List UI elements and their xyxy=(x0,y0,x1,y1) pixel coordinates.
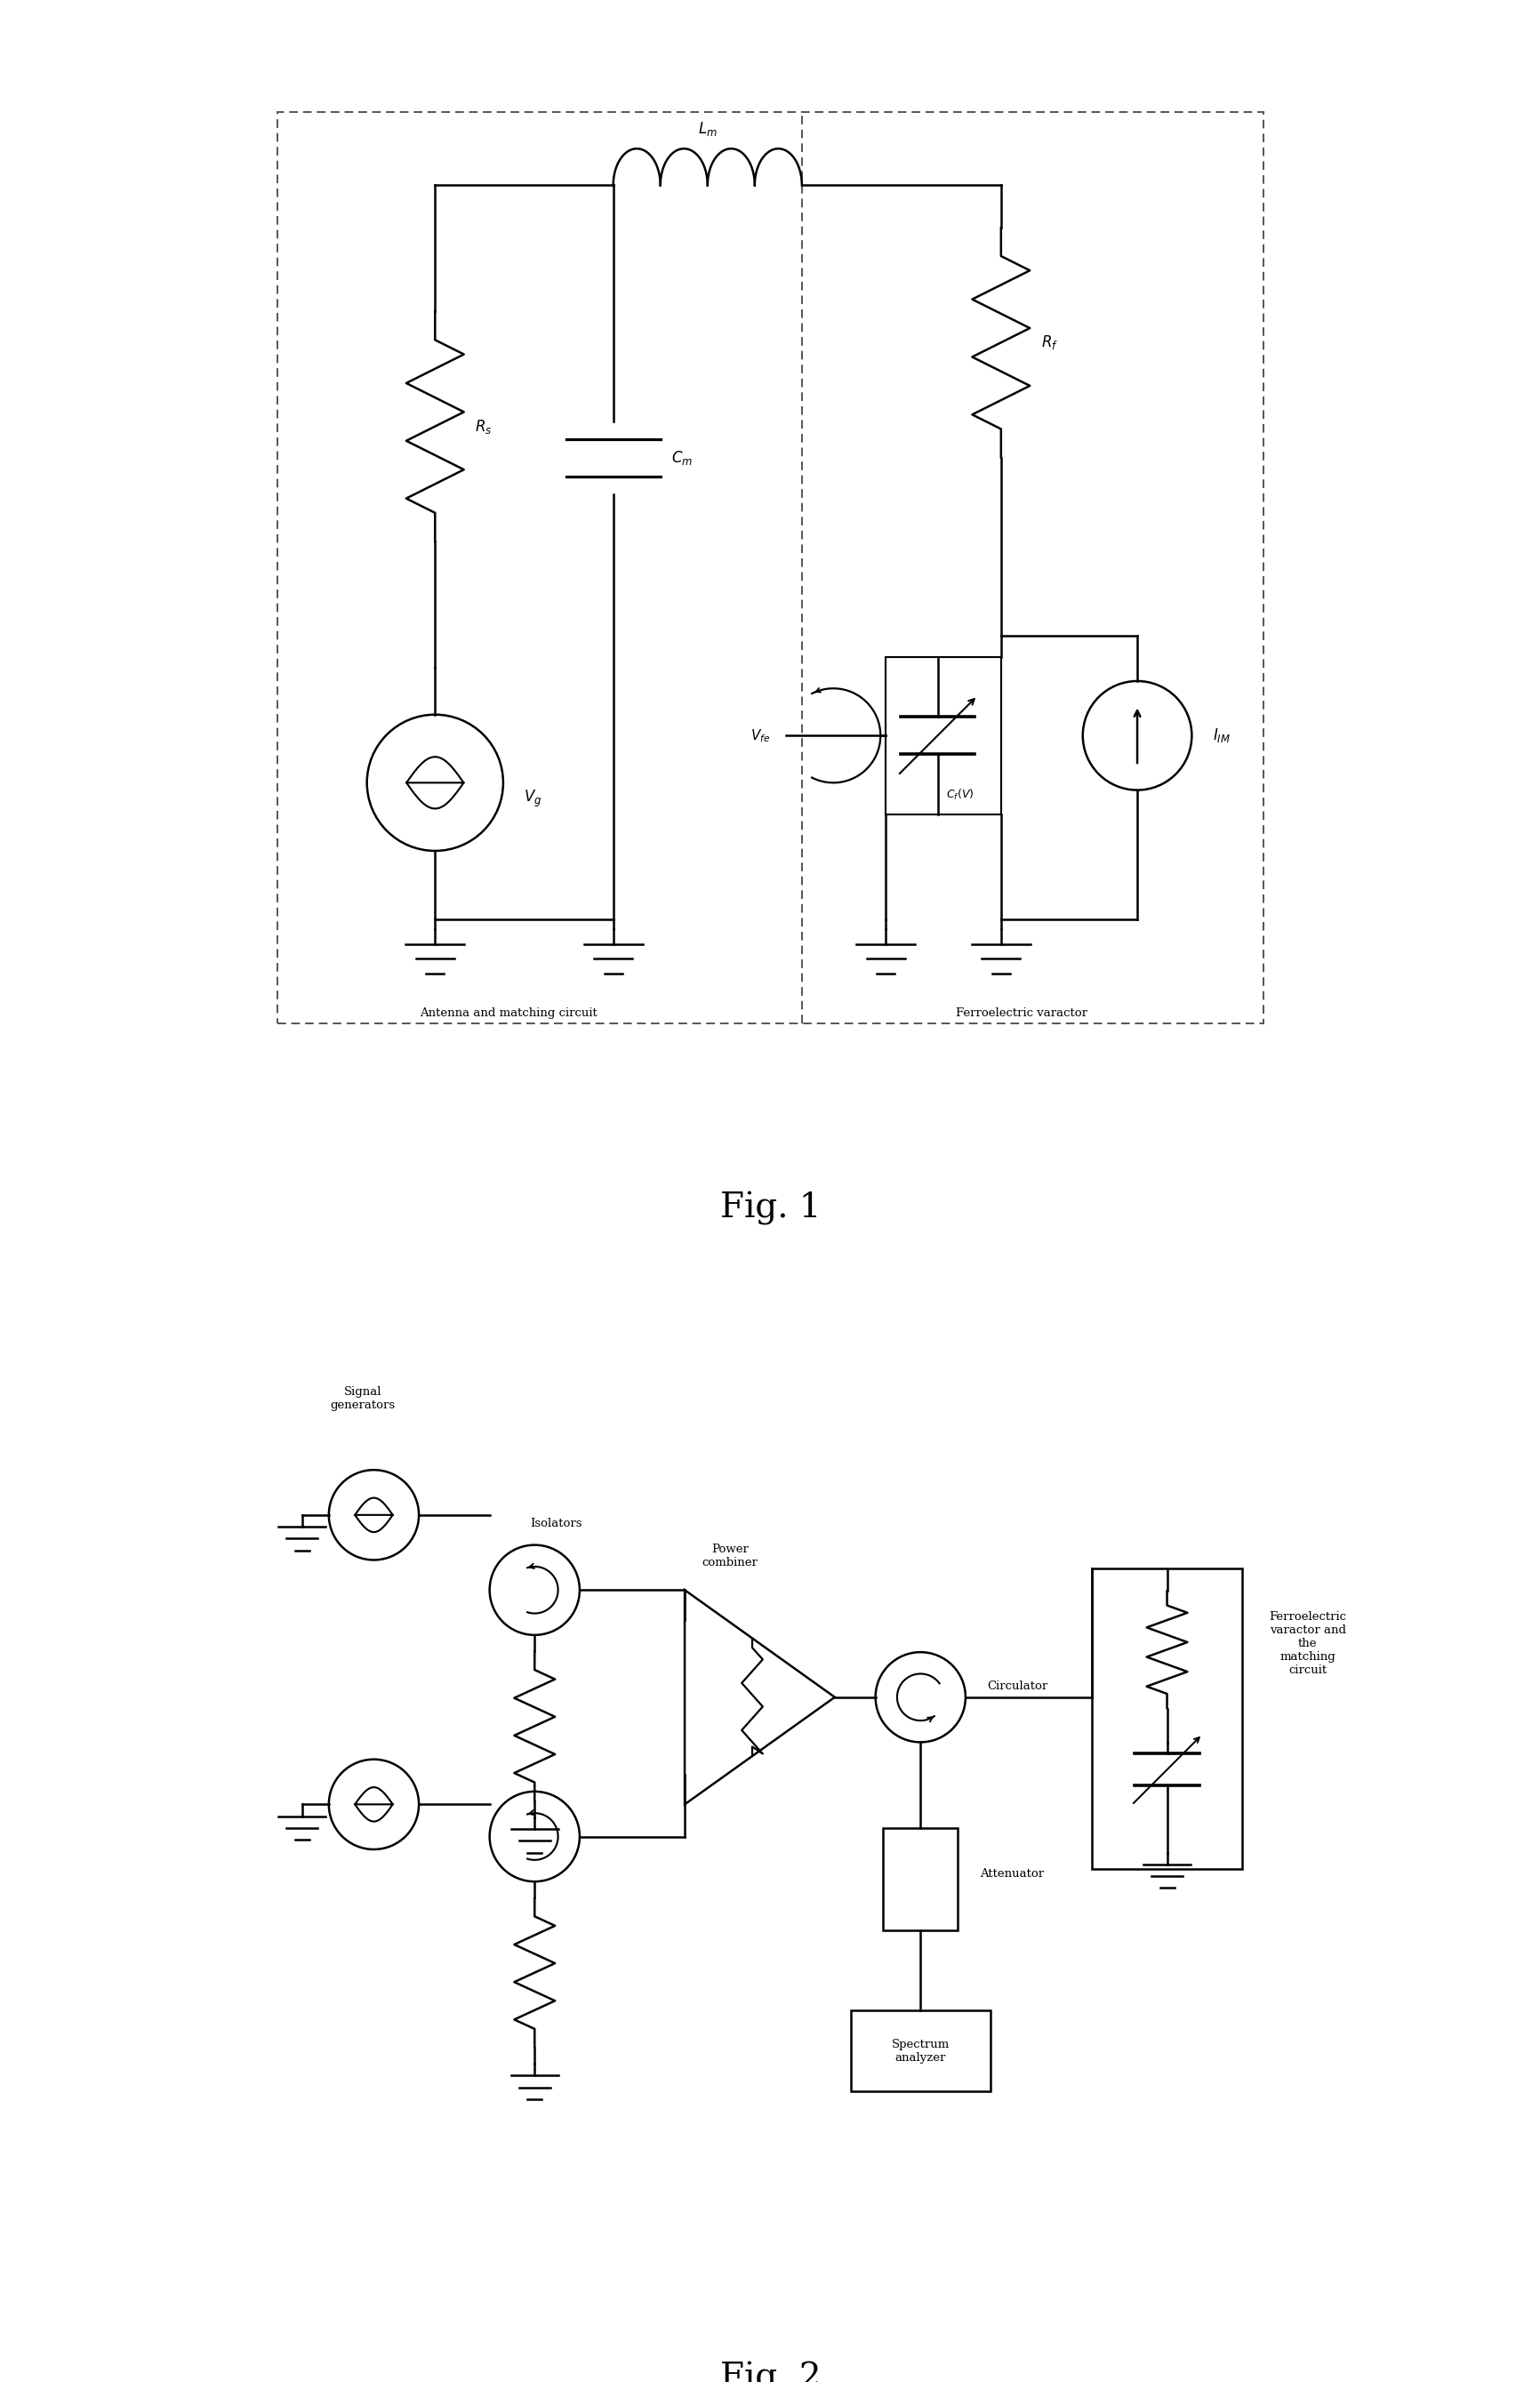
Text: Fig. 1: Fig. 1 xyxy=(719,1191,821,1224)
Text: Power
combiner: Power combiner xyxy=(701,1544,758,1567)
Text: $V_{fe}$: $V_{fe}$ xyxy=(750,727,770,743)
Bar xyxy=(277,112,1263,1024)
Text: Attenuator: Attenuator xyxy=(979,1867,1043,1879)
Text: $V_g$: $V_g$ xyxy=(524,788,542,810)
Text: Ferroelectric
varactor and
the
matching
circuit: Ferroelectric varactor and the matching … xyxy=(1267,1610,1346,1677)
Text: Circulator: Circulator xyxy=(987,1682,1047,1691)
Text: Antenna and matching circuit: Antenna and matching circuit xyxy=(419,1008,598,1019)
Bar xyxy=(850,2010,990,2091)
Bar xyxy=(886,657,1001,815)
Text: Fig. 2: Fig. 2 xyxy=(719,2363,821,2382)
Text: Isolators: Isolators xyxy=(530,1517,582,1529)
Text: $C_f(V)$: $C_f(V)$ xyxy=(946,788,973,803)
Text: Spectrum
analyzer: Spectrum analyzer xyxy=(892,2039,949,2063)
Bar xyxy=(882,1829,958,1929)
Text: $L_m$: $L_m$ xyxy=(698,121,716,138)
Text: Ferroelectric varactor: Ferroelectric varactor xyxy=(956,1008,1087,1019)
Text: $I_{IM}$: $I_{IM}$ xyxy=(1212,727,1230,746)
Bar xyxy=(1092,1567,1241,1867)
Text: Signal
generators: Signal generators xyxy=(331,1386,396,1410)
Text: $C_m$: $C_m$ xyxy=(670,448,691,467)
Text: $R_s$: $R_s$ xyxy=(474,417,491,436)
Text: $R_f$: $R_f$ xyxy=(1040,333,1058,353)
